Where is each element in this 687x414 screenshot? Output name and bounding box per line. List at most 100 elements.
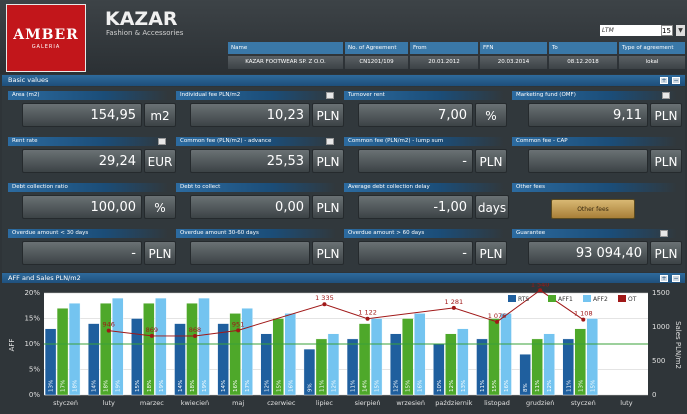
agreement-header: Name: [228, 42, 343, 54]
point-ot: [193, 333, 197, 338]
y-tick-right: 1000: [652, 323, 670, 331]
y-tick-right: 500: [652, 357, 665, 365]
bar-aff1: [229, 313, 241, 396]
x-tick-label: luty: [103, 399, 115, 407]
line-ot: [108, 289, 584, 337]
agreement-header: FFN: [480, 42, 547, 54]
expand-icon[interactable]: +: [660, 77, 668, 84]
y-axis-label-right: Sales PLN/m2: [674, 321, 682, 369]
field-value: 100,00: [22, 195, 142, 219]
field-label: Guarantee: [512, 229, 677, 238]
x-tick-label: czerwiec: [267, 399, 296, 407]
legend-swatch: [508, 295, 516, 302]
x-tick-label: wrzesień: [396, 399, 425, 407]
field-unit: PLN: [312, 195, 344, 219]
logo-subtext: GALERIA: [31, 43, 61, 50]
x-tick-label: marzec: [140, 399, 164, 407]
agreement-value: CN1201/109: [345, 56, 408, 69]
field-label: Overdue amount < 30 days: [8, 229, 168, 238]
tenant-title: KAZAR: [105, 8, 178, 30]
point-ot: [538, 288, 543, 293]
bar-label: 13%: [578, 380, 584, 392]
bar-rts: [260, 333, 272, 396]
bar-label: 15%: [276, 380, 282, 392]
bar-aff1: [143, 303, 155, 396]
field-unit: PLN: [312, 103, 344, 127]
bar-aff2: [68, 303, 81, 396]
x-tick-label: lipiec: [316, 399, 334, 407]
info-icon[interactable]: [326, 138, 334, 145]
field-unit: PLN: [312, 149, 344, 173]
field-unit: EUR: [144, 149, 176, 173]
x-tick-label: sierpień: [355, 399, 381, 407]
bar-label: 13%: [461, 380, 467, 392]
field-unit: days: [475, 195, 509, 219]
agreement-header: To: [549, 42, 617, 54]
bar-aff2: [586, 318, 598, 396]
chevron-down-icon[interactable]: ▼: [676, 25, 685, 36]
collapse-icon[interactable]: −: [672, 77, 680, 84]
y-tick-left: 5%: [29, 366, 40, 374]
bar-label: 19%: [116, 380, 122, 392]
legend-swatch: [583, 295, 591, 302]
agreement-header: No. of Agreement: [345, 42, 408, 54]
field-label: Area (m2): [8, 91, 168, 100]
x-tick-label: luty: [620, 399, 632, 407]
bar-label: 14%: [92, 380, 98, 392]
field-unit: %: [475, 103, 507, 127]
field-value: 93 094,40: [528, 241, 648, 265]
period-select[interactable]: LTM: [600, 25, 662, 36]
bar-rts: [174, 323, 186, 396]
bar-aff1: [100, 303, 112, 396]
field-unit: PLN: [144, 241, 176, 265]
agreement-header: From: [410, 42, 478, 54]
info-icon[interactable]: [158, 138, 166, 145]
bar-label: 15%: [590, 380, 596, 392]
bar-rts: [131, 318, 143, 396]
collapse-icon[interactable]: −: [672, 275, 680, 282]
bar-label: 13%: [49, 380, 55, 392]
bar-label: 12%: [331, 380, 337, 392]
agreement-value: KAZAR FOOTWEAR SP. Z O.O.: [228, 56, 343, 69]
x-tick-label: grudzień: [526, 399, 554, 407]
y-tick-left: 20%: [24, 289, 40, 297]
bar-aff1: [315, 338, 328, 396]
field-label: Common fee - CAP: [512, 137, 677, 146]
agreement-value: 20.01.2012: [410, 56, 478, 69]
point-label: 1 108: [574, 310, 593, 318]
expand-icon[interactable]: +: [660, 275, 668, 282]
aff-sales-chart: 0% 5% 10% 15% 20% 0 500 1000 1500 AFF Sales PLN/m2…: [0, 283, 687, 414]
bar-label: 15%: [492, 380, 498, 392]
point-ot: [236, 328, 241, 333]
info-icon[interactable]: [660, 230, 668, 237]
bar-aff1: [56, 308, 69, 396]
bar-label: 11%: [319, 380, 325, 392]
info-icon[interactable]: [326, 92, 334, 99]
bar-label: 12%: [264, 380, 270, 392]
legend-label: AFF1: [558, 296, 573, 303]
bar-aff2: [370, 318, 383, 396]
chart-section-title: AFF and Sales PLN/m2: [8, 274, 81, 282]
agreement-value: 20.03.2014: [480, 56, 547, 69]
bar-aff2: [457, 328, 469, 396]
bar-label: 11%: [566, 380, 572, 392]
field-unit: PLN: [650, 241, 682, 265]
amber-logo: AMBER GALERIA: [6, 4, 86, 72]
legend-swatch: [548, 295, 556, 302]
point-ot: [322, 302, 327, 307]
other-fees-button[interactable]: Other fees: [551, 199, 635, 219]
bar-rts: [519, 353, 531, 396]
legend-label: OT: [628, 296, 637, 303]
field-value: -: [358, 149, 473, 173]
bar-aff2: [500, 313, 512, 396]
info-icon[interactable]: [662, 92, 670, 99]
y-tick-left: 15%: [24, 315, 40, 323]
x-tick-label: styczeń: [571, 399, 596, 407]
field-label: Rent rate: [8, 137, 168, 146]
period-number-field[interactable]: 15: [661, 25, 673, 36]
bar-aff1: [358, 323, 371, 396]
field-value: 0,00: [190, 195, 310, 219]
field-label: Turnover rent: [344, 91, 504, 100]
bar-aff2: [241, 308, 253, 396]
basic-values-title: Basic values: [8, 76, 49, 84]
